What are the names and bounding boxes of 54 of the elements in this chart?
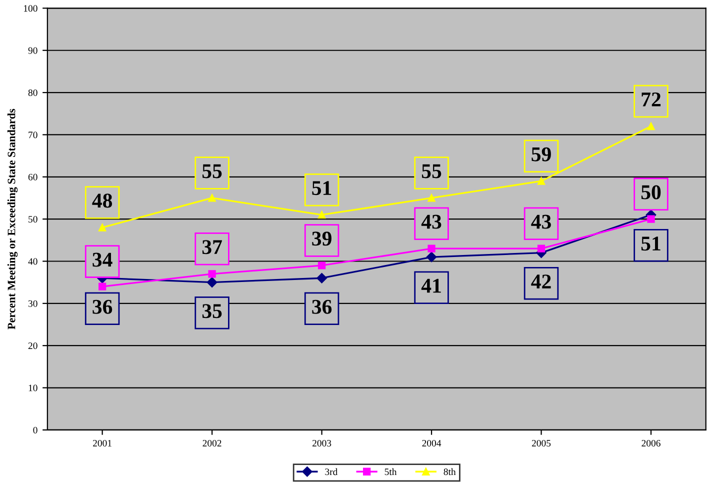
point [316,273,327,284]
x-tick-label: 2003 [312,440,332,447]
legend-label: 8th [444,468,456,476]
data-label: 35 [202,304,222,318]
x-tick-label: 2001 [93,440,112,447]
point [208,194,216,202]
data-label: 42 [531,274,551,288]
point [537,177,546,185]
data-label: 36 [312,300,332,314]
y-tick-label: 60 [28,174,38,180]
y-tick-label: 70 [28,132,38,138]
data-label: 51 [641,236,660,251]
x-tick-label: 2002 [202,440,222,447]
data-label: 43 [421,214,442,229]
data-label: 41 [421,278,441,293]
point [98,282,106,290]
data-label: 34 [92,252,112,267]
y-tick-label: 50 [28,216,38,223]
point [647,122,655,130]
y-tick-label: 10 [28,384,38,392]
point [428,194,436,202]
x-tick-label: 2004 [422,440,442,447]
point [428,244,436,252]
y-axis-title: Percent Meeting or Exceeding State Standards [7,108,18,330]
point [426,252,437,262]
data-label: 43 [531,214,551,229]
data-label: 50 [641,185,661,200]
x-tick-label: 2006 [642,440,660,447]
legend-label: 3rd [325,468,338,476]
point [98,224,106,232]
y-tick-label: 30 [28,300,38,307]
data-label: 55 [422,164,442,178]
data-label: 55 [202,164,222,178]
data-label: 48 [92,194,112,208]
y-tick-label: 40 [28,258,38,265]
data-label: 72 [642,92,661,106]
x-tick-label: 2005 [532,440,551,447]
point [208,270,216,278]
y-tick-label: 80 [28,89,38,96]
data-label: 37 [202,240,222,254]
y-tick-label: 100 [24,5,38,12]
legend-label: 5th [384,468,397,476]
y-tick-label: 90 [28,47,38,54]
y-tick-label: 0 [33,426,38,434]
point [537,244,546,252]
point [647,215,655,223]
point [318,211,326,219]
point [318,262,326,270]
data-label: 39 [312,232,332,246]
data-label: 51 [312,181,332,196]
data-label: 59 [532,147,551,162]
y-tick-label: 20 [28,342,38,350]
point [206,277,218,288]
data-label: 36 [92,300,112,314]
